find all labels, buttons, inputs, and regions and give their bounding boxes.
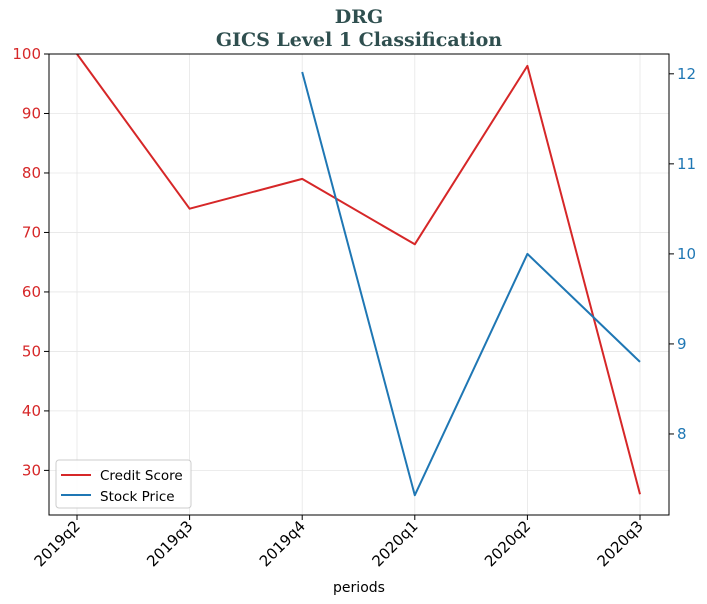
series-line-credit-score [76,53,641,495]
left-tick-label: 90 [22,104,41,122]
left-tick-label: 40 [22,402,41,420]
x-tick-label: 2019q2 [31,517,84,570]
right-tick-label: 8 [677,425,687,443]
right-tick-label: 9 [677,335,687,353]
x-axis-label: periods [333,580,385,596]
x-tick-label: 2019q3 [143,517,196,570]
chart-title: DRG [335,6,384,28]
left-tick-label: 100 [12,45,41,63]
series-line-stock-price [301,71,641,497]
x-tick-label: 2020q2 [481,517,534,570]
right-tick-label: 10 [677,245,696,263]
legend-label-stock-price: Stock Price [100,489,175,505]
x-tick-label: 2020q1 [368,517,421,570]
left-tick-label: 70 [22,223,41,241]
chart-subtitle: GICS Level 1 Classification [216,29,502,51]
left-tick-label: 50 [22,342,41,360]
right-tick-label: 12 [677,65,696,83]
x-tick-label: 2020q3 [594,517,647,570]
left-tick-label: 30 [22,461,41,479]
legend-label-credit-score: Credit Score [100,468,183,484]
legend: Credit Score Stock Price [55,459,192,509]
right-tick-label: 11 [677,155,696,173]
series-layer [76,53,641,497]
left-tick-label: 60 [22,283,41,301]
left-axis: 30 40 50 60 70 80 90 100 [12,45,49,479]
left-tick-label: 80 [22,164,41,182]
plot-frame [48,53,670,516]
x-axis: 2019q2 2019q3 2019q4 2020q1 2020q2 2020q3 [31,515,647,570]
right-axis: 8 9 10 11 12 [669,65,696,443]
x-tick-label: 2019q4 [256,517,309,570]
